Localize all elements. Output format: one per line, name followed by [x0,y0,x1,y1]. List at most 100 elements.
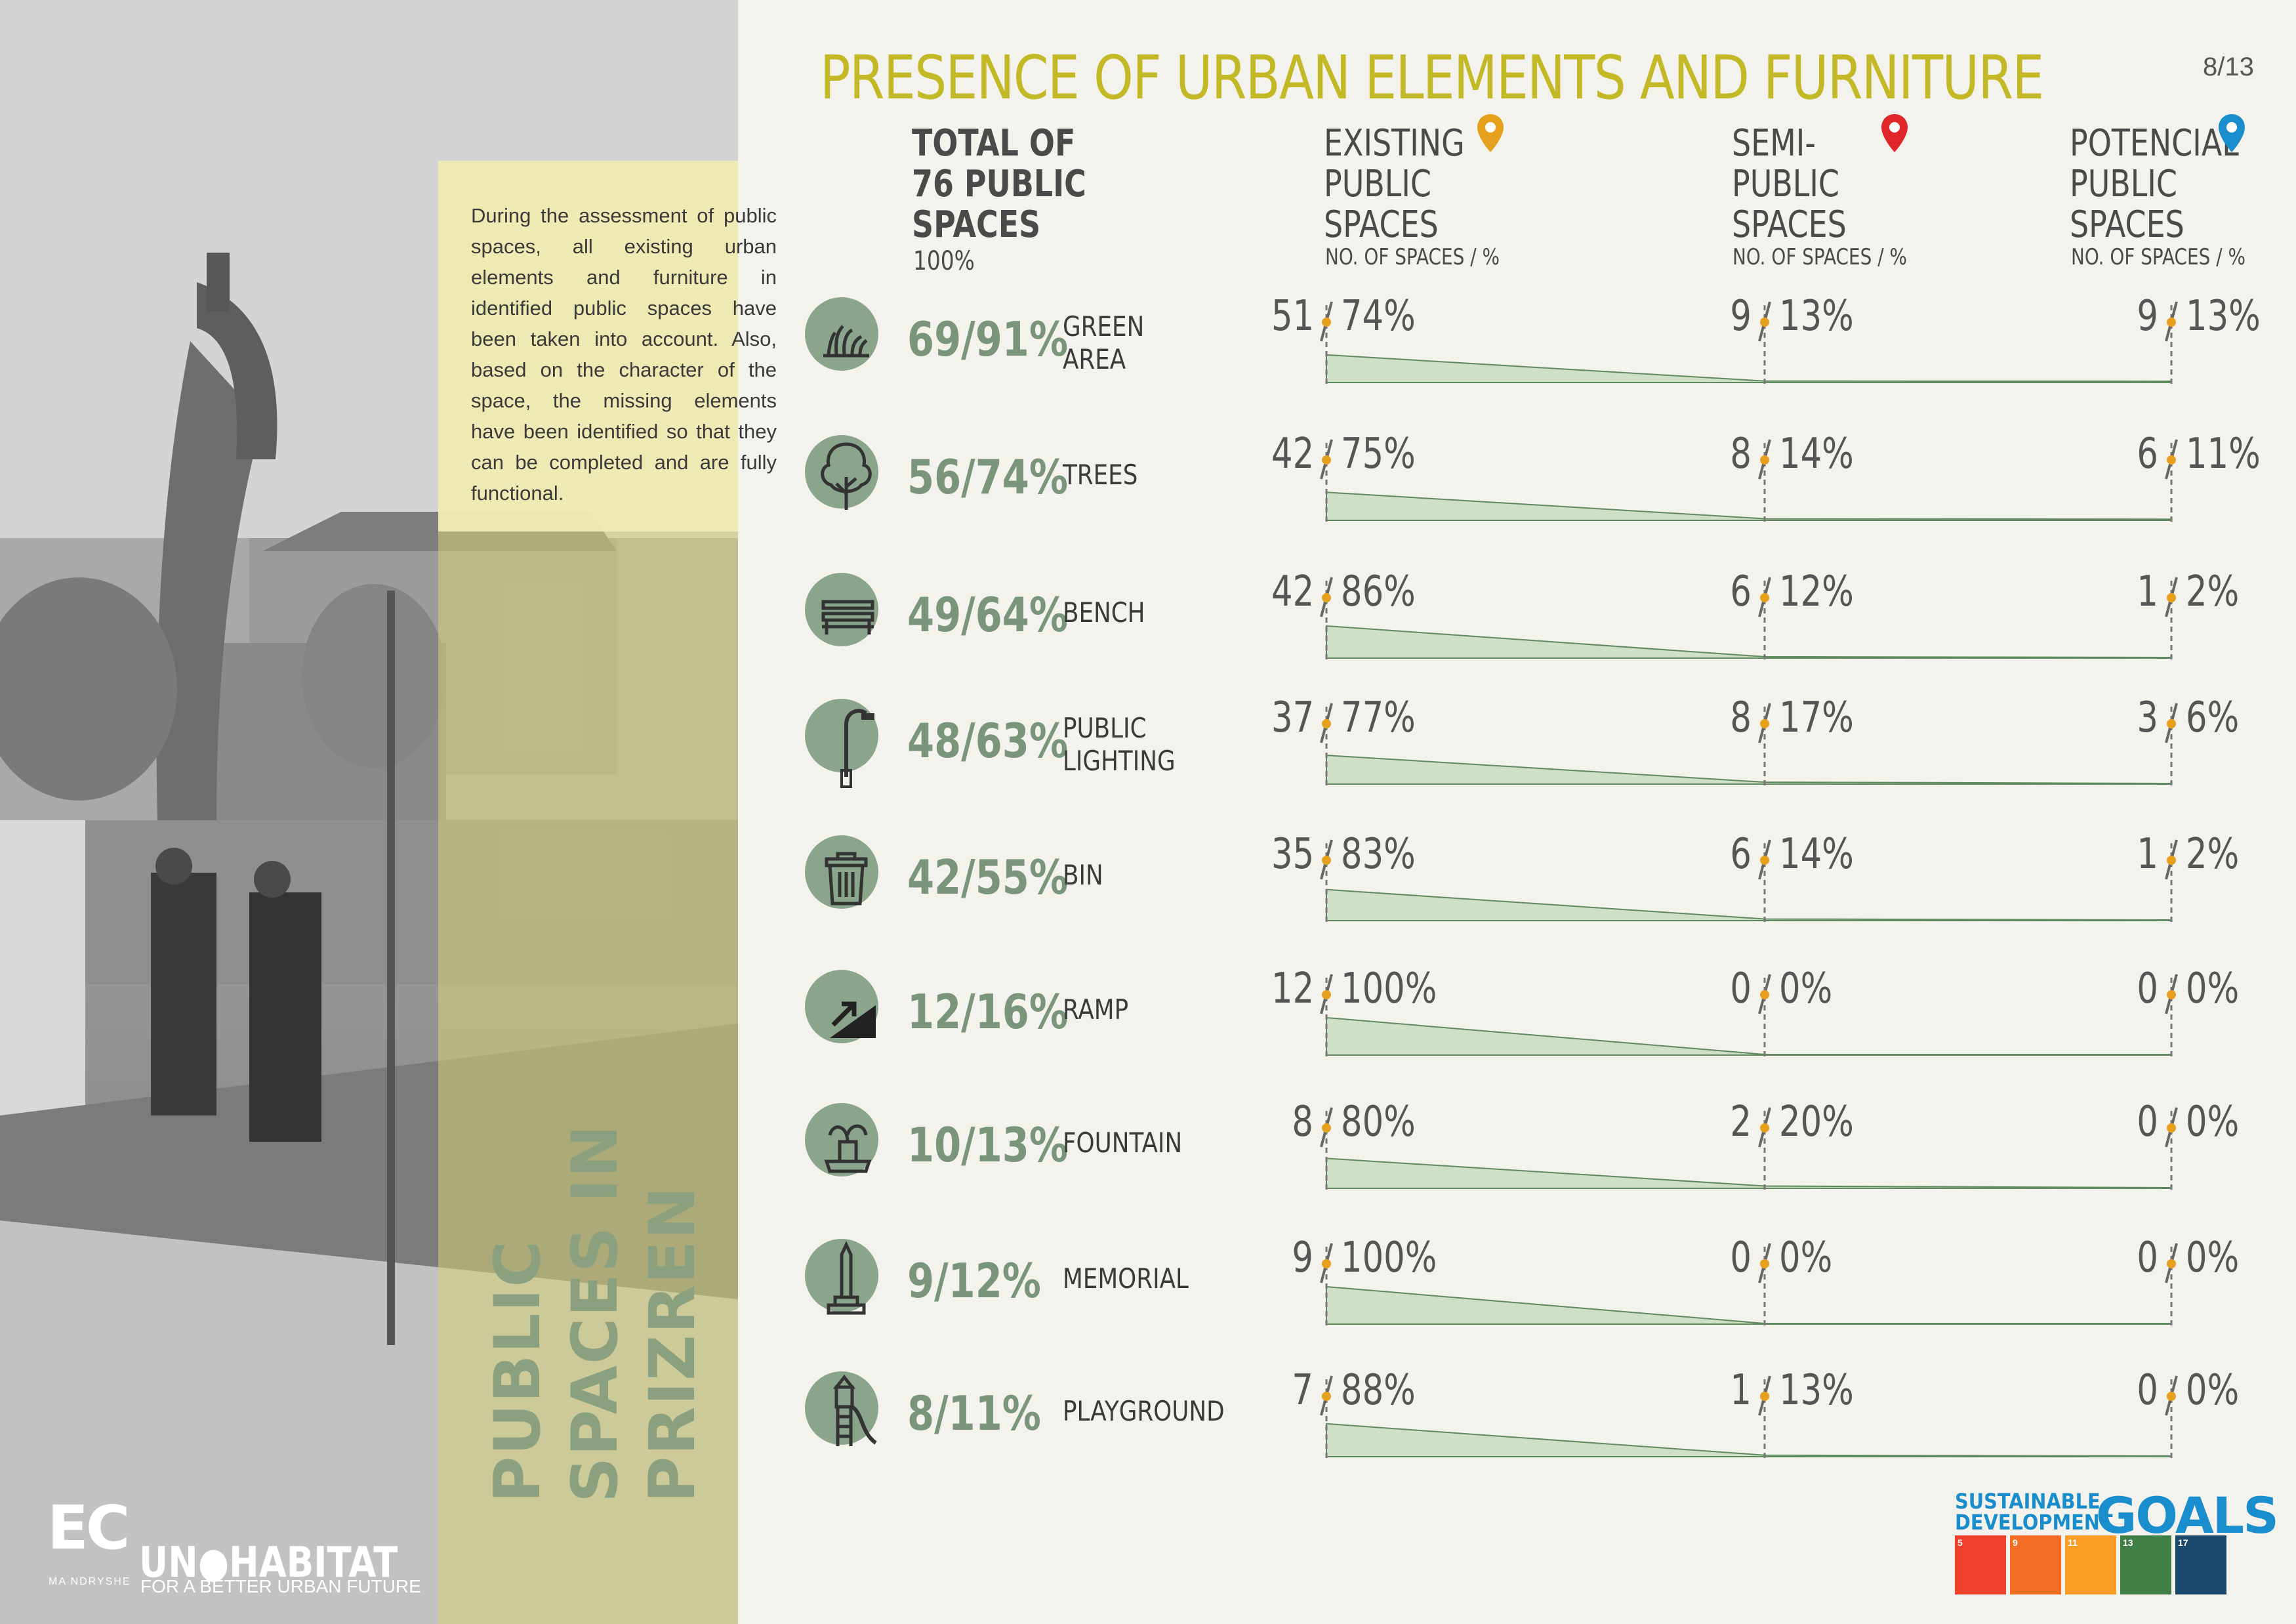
semi-header-line: SEMI- [1732,122,1816,165]
semi-count: 8 [1730,430,1752,478]
row-total-value: 42/55% [907,850,1069,905]
semi-percent: 17% [1779,694,1854,742]
potencial-count: 1 [2137,568,2158,616]
potencial-marker-dot [2167,1123,2176,1133]
existing-header-line: PUBLIC [1324,163,1431,205]
potencial-count: 0 [2137,1366,2158,1415]
semi-percent: 14% [1779,830,1854,879]
total-header-line: SPACES [912,203,1041,246]
streetlamp-icon [804,695,902,793]
row-element-label: PUBLIC LIGHTING [1063,712,1176,778]
existing-count: 35 [1271,830,1315,879]
sdg-goal-number: 9 [2013,1537,2018,1548]
row-area-shape [1326,1157,2172,1189]
semi-header-line: SPACES [1732,203,1847,246]
row-element-label: BIN [1063,859,1103,892]
potencial-marker-dot [2167,990,2176,999]
row-element-label-line: FOUNTAIN [1063,1127,1183,1159]
row-area-shape [1326,491,2172,521]
semi-marker-dot [1760,856,1769,865]
potencial-percent: 13% [2186,292,2261,341]
potencial-count: 3 [2137,694,2158,742]
existing-count: 12 [1271,965,1315,1013]
row-total-value: 9/12% [907,1253,1041,1308]
existing-count: 7 [1292,1366,1313,1415]
semi-count: 6 [1730,568,1752,616]
existing-percent: 80% [1341,1098,1416,1146]
row-element-label: TREES [1063,459,1138,491]
row-element-label: BENCH [1063,596,1145,629]
row-area-shape [1326,1285,2172,1325]
existing-count: 37 [1271,694,1315,742]
row-element-label: GREEN AREA [1063,310,1144,376]
potencial-count: 0 [2137,1098,2158,1146]
potencial-marker-dot [2167,1259,2176,1268]
sdg-title-line: DEVELOPMENT [1955,1510,2113,1535]
semi-marker-dot [1760,990,1769,999]
semi-header: SEMI- PUBLIC SPACES [1732,123,1847,245]
semi-header-sub: NO. OF SPACES / % [1732,244,1907,270]
existing-percent: 88% [1341,1366,1416,1415]
sdg-goal-9: 9 [2010,1535,2061,1594]
sdg-goal-number: 13 [2123,1537,2133,1548]
sdg-title: SUSTAINABLE DEVELOPMENT [1955,1491,2113,1533]
semi-marker-dot [1760,1259,1769,1268]
row-total-value: 48/63% [907,713,1069,768]
potencial-count: 0 [2137,965,2158,1013]
existing-count: 9 [1292,1234,1313,1282]
row-area-shape [1326,1423,2172,1457]
location-pin-orange-icon [1477,114,1504,152]
sdg-goal-5: 5 [1955,1535,2006,1594]
existing-percent: 100% [1341,965,1437,1013]
row-total-value: 69/91% [907,312,1069,367]
existing-header-sub: NO. OF SPACES / % [1325,244,1500,270]
potencial-percent: 2% [2186,830,2240,879]
row-total-value: 56/74% [907,449,1069,505]
tree-icon [804,431,902,530]
row-area-shape [1326,354,2172,383]
semi-marker-dot [1760,1123,1769,1133]
potencial-percent: 0% [2186,1098,2240,1146]
row-element-label: FOUNTAIN [1063,1127,1182,1159]
existing-count: 42 [1271,430,1315,478]
row-area-shape [1326,1016,2172,1056]
row-element-label: PLAYGROUND [1063,1395,1225,1428]
sdg-goals: GOALS [2096,1486,2279,1545]
sdg-goal-number: 11 [2068,1537,2078,1548]
intro-text: During the assessment of public spaces, … [471,204,777,505]
potencial-marker-dot [2167,593,2176,602]
existing-count: 42 [1271,568,1315,616]
sdg-goal-number: 17 [2178,1537,2188,1548]
semi-percent: 13% [1779,292,1854,341]
potencial-count: 6 [2137,430,2158,478]
row-element-label-line: BIN [1063,859,1103,891]
row-total-value: 8/11% [907,1386,1041,1441]
potencial-marker-dot [2167,1392,2176,1401]
potencial-marker-dot [2167,856,2176,865]
playground-icon [804,1367,902,1466]
potencial-marker-dot [2167,318,2176,327]
potencial-marker-dot [2167,455,2176,465]
existing-marker-dot [1322,1259,1331,1268]
existing-percent: 75% [1341,430,1416,478]
row-element-label-line: PLAYGROUND [1063,1395,1225,1427]
semi-percent: 13% [1779,1366,1854,1415]
row-element-label: MEMORIAL [1063,1262,1189,1295]
existing-marker-dot [1322,719,1331,728]
existing-header: EXISTING PUBLIC SPACES [1324,123,1465,245]
row-element-label: RAMP [1063,993,1128,1026]
row-element-label-line: TREES [1063,459,1138,491]
un-habitat-logo: UN●HABITAT [139,1539,398,1587]
existing-count: 51 [1271,292,1315,341]
potencial-percent: 0% [2186,1234,2240,1282]
fountain-icon [804,1099,902,1197]
row-area-shape [1326,755,2172,785]
existing-percent: 74% [1341,292,1416,341]
potencial-header-line: PUBLIC [2070,163,2177,205]
existing-marker-dot [1322,1123,1331,1133]
bench-icon [804,569,902,667]
potencial-percent: 11% [2186,430,2261,478]
sdg-goal-13: 13 [2120,1535,2171,1594]
total-header-sub: 100% [913,246,975,276]
